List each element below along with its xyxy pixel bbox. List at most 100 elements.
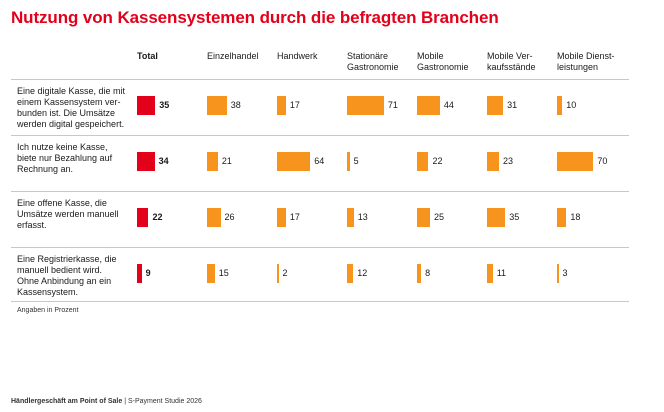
bar-segment <box>347 208 354 227</box>
data-label: 35 <box>509 212 520 222</box>
data-label: 11 <box>496 268 507 278</box>
column-header-line: Mobile Ver- <box>487 51 533 61</box>
row-label-line: einem Kassensystem ver- <box>17 97 121 107</box>
bar-segment <box>417 264 422 283</box>
row-divider <box>11 301 629 302</box>
data-label: 12 <box>357 268 368 278</box>
bar-segment <box>207 208 221 227</box>
bar-segment <box>347 264 354 283</box>
data-label: 13 <box>357 212 368 222</box>
row-label: Eine digitale Kasse, die mit einem Kassen… <box>17 86 137 130</box>
column-header: Handwerk <box>277 51 318 62</box>
bar-segment <box>207 152 218 171</box>
data-label: 26 <box>224 212 235 222</box>
data-label: 5 <box>353 156 359 166</box>
column-header: Mobile Ver-kaufsstände <box>487 51 536 73</box>
data-label: 21 <box>221 156 232 166</box>
unit-note: Angaben in Prozent <box>17 307 79 314</box>
data-label: 35 <box>159 100 170 110</box>
bar-segment <box>417 208 430 227</box>
bar-segment <box>207 264 215 283</box>
row-label-line: Ohne Anbindung an ein <box>17 276 112 286</box>
column-header-line: Handwerk <box>277 51 318 61</box>
column-header-line: kaufsstände <box>487 62 536 72</box>
bar-segment <box>487 96 504 115</box>
row-label-line: Ich nutze keine Kasse, <box>17 142 108 152</box>
data-label: 17 <box>289 212 300 222</box>
bar-segment <box>277 96 286 115</box>
bar-segment <box>417 152 429 171</box>
row-label-line: bunden ist. Die Umsätze <box>17 108 116 118</box>
bar-segment <box>277 152 311 171</box>
column-header-line: leistungen <box>557 62 599 72</box>
bar-segment <box>277 208 286 227</box>
column-header: Mobile Gastronomie <box>417 51 469 73</box>
data-label: 9 <box>145 268 151 278</box>
row-label-line: Eine digitale Kasse, die mit <box>17 86 126 96</box>
data-label: 25 <box>434 212 445 222</box>
chart-title: Nutzung von Kassensystemen durch die bef… <box>11 8 499 27</box>
row-label-line: manuell bedient wird. <box>17 265 103 275</box>
column-header-line: Einzelhandel <box>207 51 259 61</box>
column-header: Stationäre Gastronomie <box>347 51 399 73</box>
row-divider <box>11 191 629 192</box>
row-label: Ich nutze keine Kasse, biete nur Bezahlun… <box>17 142 137 175</box>
bar-segment <box>557 152 594 171</box>
bar-segment <box>347 152 350 171</box>
bar-segment <box>557 208 567 227</box>
bar-segment <box>487 152 499 171</box>
footer-separator: | <box>124 398 127 405</box>
row-label-line: Eine offene Kasse, die <box>17 198 107 208</box>
data-label: 17 <box>289 100 300 110</box>
data-label: 31 <box>507 100 518 110</box>
row-label-line: Umsätze werden manuell <box>17 209 119 219</box>
data-label: 38 <box>230 100 241 110</box>
bar-segment <box>487 208 506 227</box>
data-label: 2 <box>282 268 288 278</box>
data-label: 10 <box>566 100 577 110</box>
bar-total <box>137 96 156 115</box>
row-label-line: biete nur Bezahlung auf <box>17 153 113 163</box>
data-label: 70 <box>597 156 608 166</box>
data-label: 8 <box>425 268 431 278</box>
column-header: Mobile Dienst-leistungen <box>557 51 615 73</box>
row-label-line: Rechnung an. <box>17 164 74 174</box>
data-label: 3 <box>562 268 568 278</box>
column-header: Total <box>137 51 158 62</box>
column-header-line: Total <box>137 51 158 61</box>
footer-source: S-Payment Studie 2026 <box>127 398 202 405</box>
bar-segment <box>417 96 440 115</box>
row-divider <box>11 135 629 136</box>
footer-bold: Händlergeschäft am Point of Sale <box>11 398 123 405</box>
bar-total <box>137 152 155 171</box>
data-label: 18 <box>570 212 581 222</box>
row-label-line: Eine Registrierkasse, die <box>17 254 117 264</box>
column-header-line: Mobile Dienst- <box>557 51 615 61</box>
bar-segment <box>207 96 227 115</box>
row-label-line: Kassensystem. <box>17 287 79 297</box>
row-label: Eine Registrierkasse, die manuell bedient… <box>17 254 137 298</box>
bar-segment <box>557 96 563 115</box>
data-label: 64 <box>314 156 325 166</box>
row-divider <box>11 247 629 248</box>
data-label: 23 <box>502 156 513 166</box>
column-header-line: Gastronomie <box>347 62 399 72</box>
bar-segment <box>487 264 493 283</box>
footer: Händlergeschäft am Point of Sale | S-Pay… <box>11 398 202 405</box>
column-header-line: Stationäre <box>347 51 389 61</box>
bar-segment <box>557 264 559 283</box>
row-label-line: werden digital gespeichert. <box>17 119 125 129</box>
data-label: 44 <box>443 100 454 110</box>
bar-total <box>137 208 149 227</box>
data-label: 71 <box>387 100 398 110</box>
row-label-line: erfasst. <box>17 220 47 230</box>
data-label: 22 <box>152 212 163 222</box>
data-label: 15 <box>218 268 229 278</box>
bar-segment <box>277 264 279 283</box>
bar-segment <box>347 96 384 115</box>
row-divider <box>11 79 629 80</box>
data-label: 22 <box>432 156 443 166</box>
row-label: Eine offene Kasse, die Umsätze werden man… <box>17 198 137 231</box>
data-label: 34 <box>158 156 169 166</box>
column-header-line: Gastronomie <box>417 62 469 72</box>
